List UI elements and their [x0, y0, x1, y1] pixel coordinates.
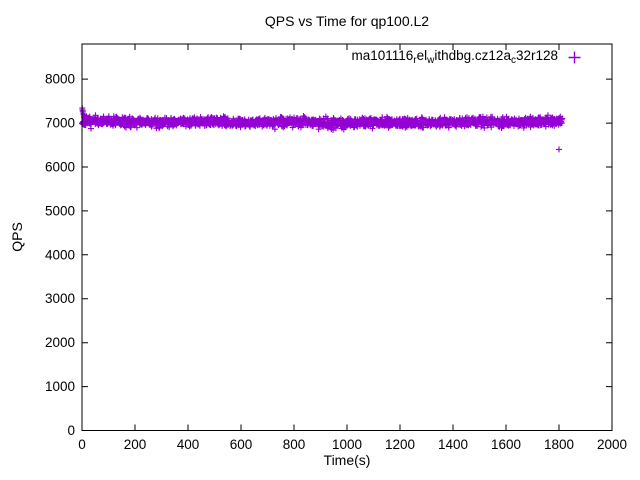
x-tick-label: 1600	[491, 437, 521, 452]
x-tick-label: 400	[177, 437, 200, 452]
x-tick-label: 200	[124, 437, 147, 452]
legend: ma101116relwithdbg.cz12ac32r128	[351, 48, 581, 66]
x-tick-label: 2000	[597, 437, 627, 452]
x-tick-label: 1200	[385, 437, 415, 452]
axis-tick-labels: 0 200 400 600 800 1000 1200 1400 1600 1800 2000 0 10…	[45, 72, 627, 452]
x-tick-label: 1800	[544, 437, 574, 452]
x-tick-label: 0	[78, 437, 86, 452]
legend-series-label: ma101116relwithdbg.cz12ac32r128	[351, 47, 558, 67]
x-tick-label: 1000	[332, 437, 362, 452]
x-tick-label: 600	[230, 437, 253, 452]
y-tick-label: 3000	[45, 291, 75, 306]
y-tick-label: 0	[67, 423, 75, 438]
y-tick-label: 4000	[45, 247, 75, 262]
y-tick-label: 6000	[45, 160, 75, 175]
x-tick-label: 800	[283, 437, 306, 452]
axis-ticks	[81, 44, 613, 431]
x-tick-label: 1400	[438, 437, 468, 452]
plot-border	[81, 43, 613, 431]
x-axis-title: Time(s)	[323, 452, 371, 468]
legend-plus-marker-icon	[568, 51, 581, 64]
y-tick-label: 7000	[45, 116, 75, 131]
legend-plus-glyph	[568, 51, 581, 63]
legend-label-part-sub: c	[510, 55, 516, 66]
legend-label-part: ma101116	[351, 48, 414, 63]
y-tick-label: 8000	[45, 72, 75, 87]
legend-label-part: el	[416, 48, 428, 63]
legend-label-part-sub: r	[413, 55, 417, 66]
y-axis-title: QPS	[9, 222, 25, 252]
tick-marks	[81, 44, 613, 431]
y-tick-label: 1000	[45, 379, 75, 394]
chart-title: QPS vs Time for qp100.L2	[264, 13, 430, 29]
data-points	[79, 105, 566, 153]
y-tick-label: 2000	[45, 335, 75, 350]
scatter-plus-markers	[79, 105, 566, 153]
legend-label-part: 32r128	[515, 48, 558, 63]
legend-label-part: ithdbg.cz12a	[434, 48, 511, 63]
legend-label-part-sub: w	[427, 55, 435, 66]
y-tick-label: 5000	[45, 203, 75, 218]
